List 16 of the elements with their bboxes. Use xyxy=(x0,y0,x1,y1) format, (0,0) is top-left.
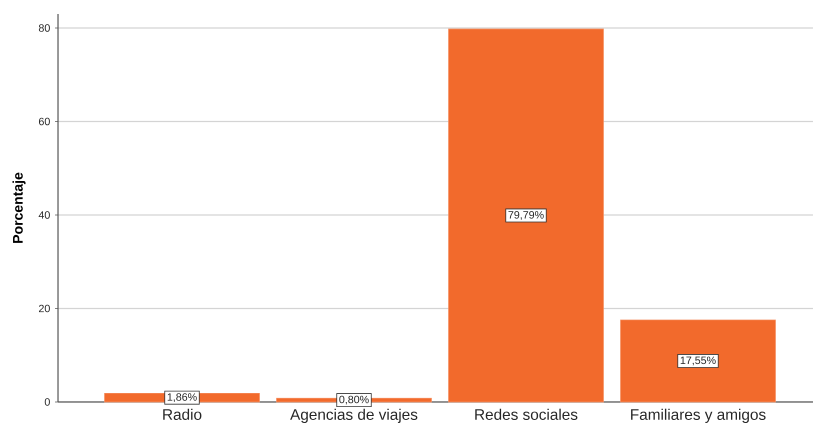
bar xyxy=(620,320,776,402)
y-axis-title: Porcentaje xyxy=(12,172,26,243)
data-label: 1,86% xyxy=(168,393,197,402)
x-tick-label: Agencias de viajes xyxy=(290,408,418,423)
x-tick-label: Radio xyxy=(163,408,202,420)
x-tick-label: Redes sociales xyxy=(475,408,578,420)
y-tick-label: 40 xyxy=(38,211,50,219)
x-tick-label: Familiares y amigos xyxy=(631,408,766,423)
y-tick-label: 0 xyxy=(44,398,50,406)
bar xyxy=(448,28,604,402)
data-label: 17,55% xyxy=(680,356,716,366)
y-tick-label: 60 xyxy=(38,118,50,126)
y-tick-label: 20 xyxy=(38,304,50,312)
data-label: 0,80% xyxy=(339,396,369,405)
data-label: 79,79% xyxy=(508,211,544,220)
y-tick-label: 80 xyxy=(38,24,50,32)
